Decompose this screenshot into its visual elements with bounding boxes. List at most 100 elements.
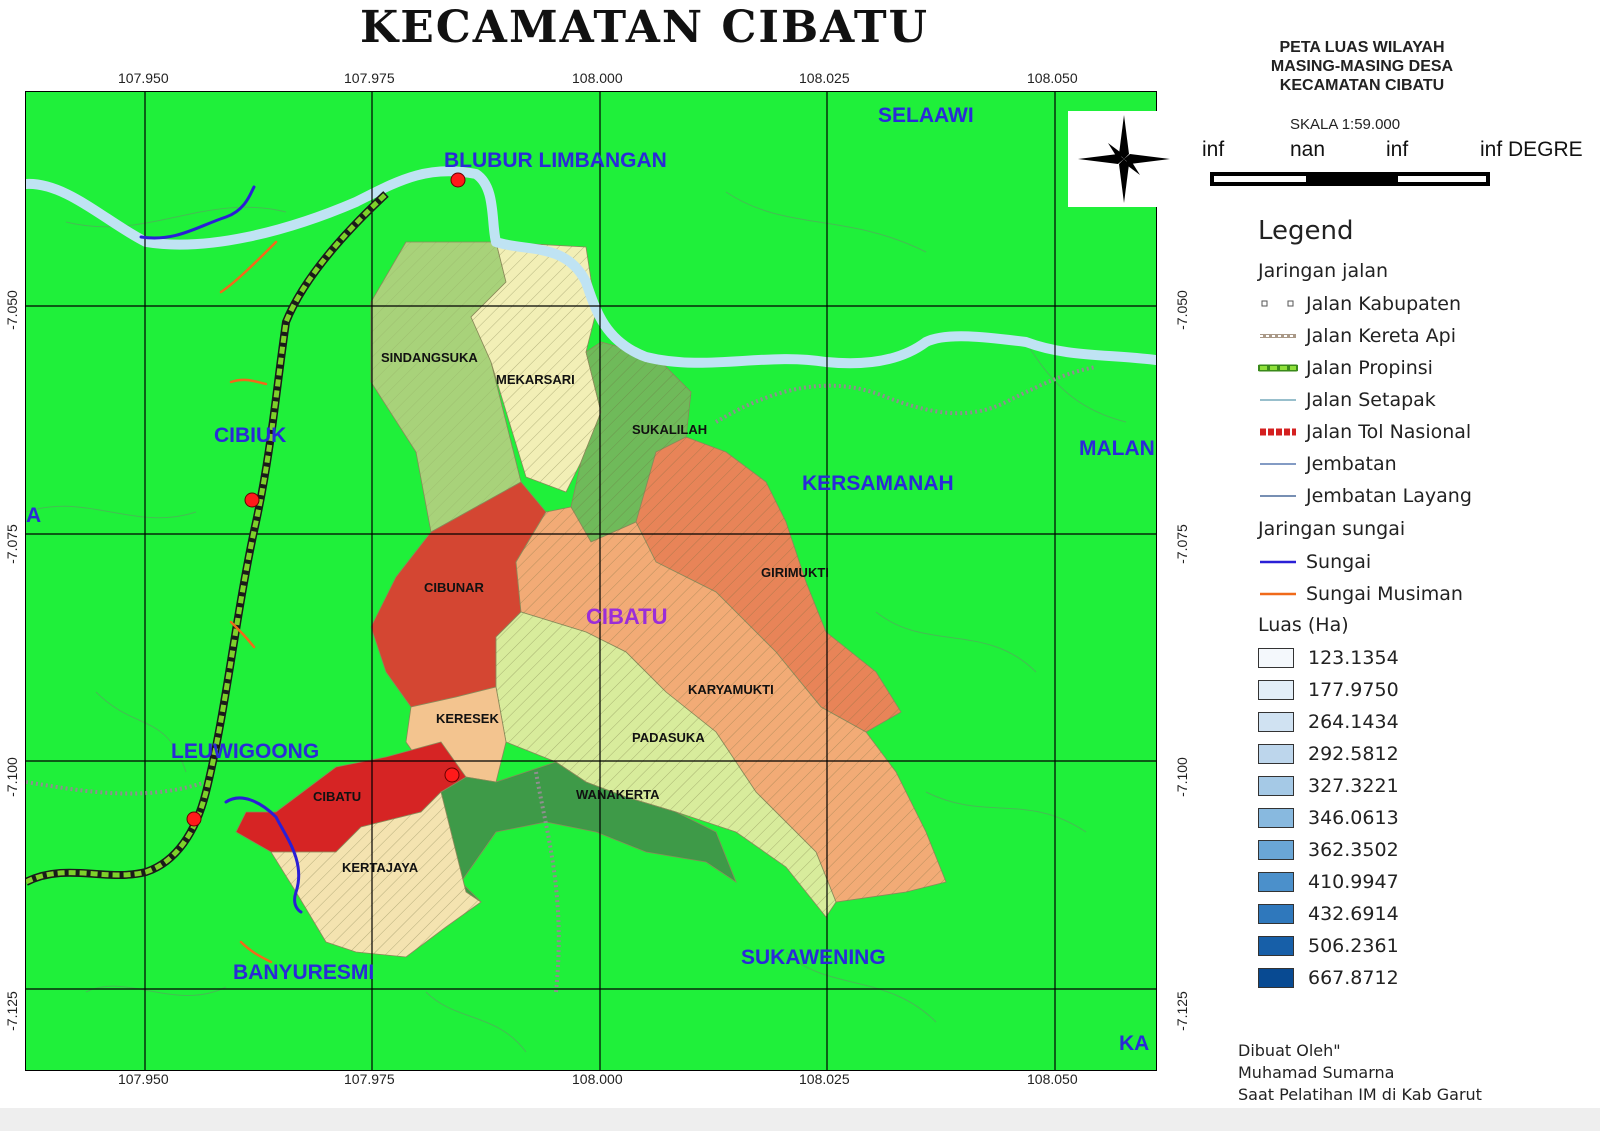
luas-value: 410.9947	[1308, 871, 1399, 893]
scale-bar	[1210, 172, 1490, 186]
label-mekarsari: MEKARSARI	[496, 372, 575, 387]
label-sukalilah: SUKALILAH	[632, 422, 707, 437]
provincial-road-icon	[1258, 358, 1298, 378]
legend-luas-item: 264.1434	[1258, 706, 1588, 738]
lon-bottom-3: 108.000	[572, 1071, 623, 1087]
luas-swatch	[1258, 680, 1294, 700]
legend-road-label: Jalan Kereta Api	[1306, 325, 1457, 347]
scale-label-1: inf	[1202, 138, 1225, 161]
scale-label-4: inf DEGRE	[1480, 138, 1583, 161]
legend-luas-item: 327.3221	[1258, 770, 1588, 802]
lat-right-1: -7.050	[1173, 290, 1190, 330]
legend-luas-item: 506.2361	[1258, 930, 1588, 962]
luas-swatch	[1258, 648, 1294, 668]
map-canvas[interactable]: BLUBUR LIMBANGAN SELAAWI CIBIUK KERSAMAN…	[25, 91, 1157, 1071]
luas-swatch	[1258, 744, 1294, 764]
label-keresek: KERESEK	[436, 711, 499, 726]
scale-label-2: nan	[1290, 138, 1326, 161]
luas-swatch	[1258, 904, 1294, 924]
grid-lines	[26, 92, 1156, 1070]
label-sukawening: SUKAWENING	[741, 946, 886, 969]
rivers	[139, 185, 303, 964]
lon-top-1: 107.950	[118, 70, 169, 86]
label-malan: MALAN	[1079, 437, 1155, 460]
legend-road-item: Jalan Setapak	[1258, 384, 1588, 416]
label-ka: KA	[1119, 1032, 1149, 1055]
label-cibiuk: CIBIUK	[214, 424, 286, 447]
label-selaawi: SELAAWI	[878, 104, 974, 127]
wide-river	[26, 166, 1156, 369]
luas-swatch	[1258, 712, 1294, 732]
luas-swatch	[1258, 776, 1294, 796]
lon-top-4: 108.025	[799, 70, 850, 86]
legend-river-label: Sungai Musiman	[1306, 583, 1463, 605]
label-padasuka: PADASUKA	[632, 730, 705, 745]
credits-line-2: Muhamad Sumarna	[1238, 1063, 1395, 1082]
label-a: A	[26, 504, 41, 527]
luas-value: 123.1354	[1308, 647, 1399, 669]
legend-road-label: Jalan Propinsi	[1306, 357, 1433, 379]
label-sindangsuka: SINDANGSUKA	[381, 350, 478, 365]
label-leuwigoong: LEUWIGOONG	[171, 740, 319, 763]
luas-value: 177.9750	[1308, 679, 1399, 701]
label-wanakerta: WANAKERTA	[576, 787, 660, 802]
lat-left-4: -7.125	[3, 991, 20, 1031]
credits-line-1: Dibuat Oleh"	[1238, 1041, 1341, 1060]
lat-right-2: -7.075	[1173, 524, 1190, 564]
luas-value: 506.2361	[1308, 935, 1399, 957]
lon-top-3: 108.000	[572, 70, 623, 86]
north-arrow	[1068, 111, 1180, 207]
legend-road-item: Jalan Kabupaten	[1258, 288, 1588, 320]
legend-luas-item: 432.6914	[1258, 898, 1588, 930]
panel-title-line-1: PETA LUAS WILAYAH	[1279, 39, 1445, 56]
label-blubur-limbangan: BLUBUR LIMBANGAN	[444, 149, 667, 172]
legend-title: Legend	[1258, 216, 1354, 246]
railway-line	[26, 365, 1097, 993]
legend-river-item: Sungai Musiman	[1258, 578, 1588, 610]
legend-road-label: Jalan Tol Nasional	[1306, 421, 1472, 443]
credits: Dibuat Oleh" Muhamad Sumarna Saat Pelati…	[1238, 1040, 1482, 1106]
legend-luas-item: 123.1354	[1258, 642, 1588, 674]
lon-top-2: 107.975	[344, 70, 395, 86]
lon-bottom-2: 107.975	[344, 1071, 395, 1087]
seasonal-river-icon	[1258, 584, 1298, 604]
legend-river-group: Jaringan sungai	[1258, 518, 1406, 540]
legend-road-item: Jalan Tol Nasional	[1258, 416, 1588, 448]
luas-swatch	[1258, 936, 1294, 956]
luas-value: 292.5812	[1308, 743, 1399, 765]
flyover-icon	[1258, 486, 1298, 506]
panel-title-line-3: KECAMATAN CIBATU	[1279, 77, 1445, 94]
legend-road-label: Jalan Kabupaten	[1306, 293, 1462, 315]
legend-road-item: Jembatan Layang	[1258, 480, 1588, 512]
footpath-icon	[1258, 390, 1298, 410]
bottom-strip	[0, 1108, 1600, 1131]
luas-value: 667.8712	[1308, 967, 1399, 989]
map-drawing: BLUBUR LIMBANGAN SELAAWI CIBIUK KERSAMAN…	[26, 92, 1156, 1070]
legend-road-group: Jaringan jalan	[1258, 260, 1389, 282]
luas-value: 346.0613	[1308, 807, 1399, 829]
legend-luas-item: 410.9947	[1258, 866, 1588, 898]
legend-luas-group: Luas (Ha)	[1258, 614, 1349, 636]
lat-left-1: -7.050	[3, 290, 20, 330]
legend-river-item: Sungai	[1258, 546, 1588, 578]
legend-road-label: Jembatan	[1306, 453, 1397, 475]
dot-pair-icon	[1258, 294, 1298, 314]
label-karyamukti: KARYAMUKTI	[688, 682, 774, 697]
legend-luas-item: 362.3502	[1258, 834, 1588, 866]
luas-value: 264.1434	[1308, 711, 1399, 733]
scale-text: SKALA 1:59.000	[1290, 116, 1401, 133]
label-district-cibatu: CIBATU	[586, 604, 667, 629]
railway-icon	[1258, 326, 1298, 346]
label-kertajaya: KERTAJAYA	[342, 860, 419, 875]
legend-luas-list: 123.1354 177.9750 264.1434 292.5812 327.3221…	[1258, 642, 1588, 994]
lon-top-5: 108.050	[1027, 70, 1078, 86]
legend-road-item: Jalan Propinsi	[1258, 352, 1588, 384]
map-panel-title: PETA LUAS WILAYAH MASING-MASING DESA KEC…	[1212, 38, 1512, 95]
background-streams	[26, 191, 1127, 1053]
legend: Legend Jaringan jalan Jalan Kabupaten Ja…	[1258, 216, 1588, 994]
legend-road-label: Jalan Setapak	[1306, 389, 1436, 411]
lat-right-3: -7.100	[1173, 757, 1190, 797]
label-kersamanah: KERSAMANAH	[802, 472, 954, 495]
legend-road-item: Jembatan	[1258, 448, 1588, 480]
credits-line-3: Saat Pelatihan IM di Kab Garut	[1238, 1085, 1482, 1104]
